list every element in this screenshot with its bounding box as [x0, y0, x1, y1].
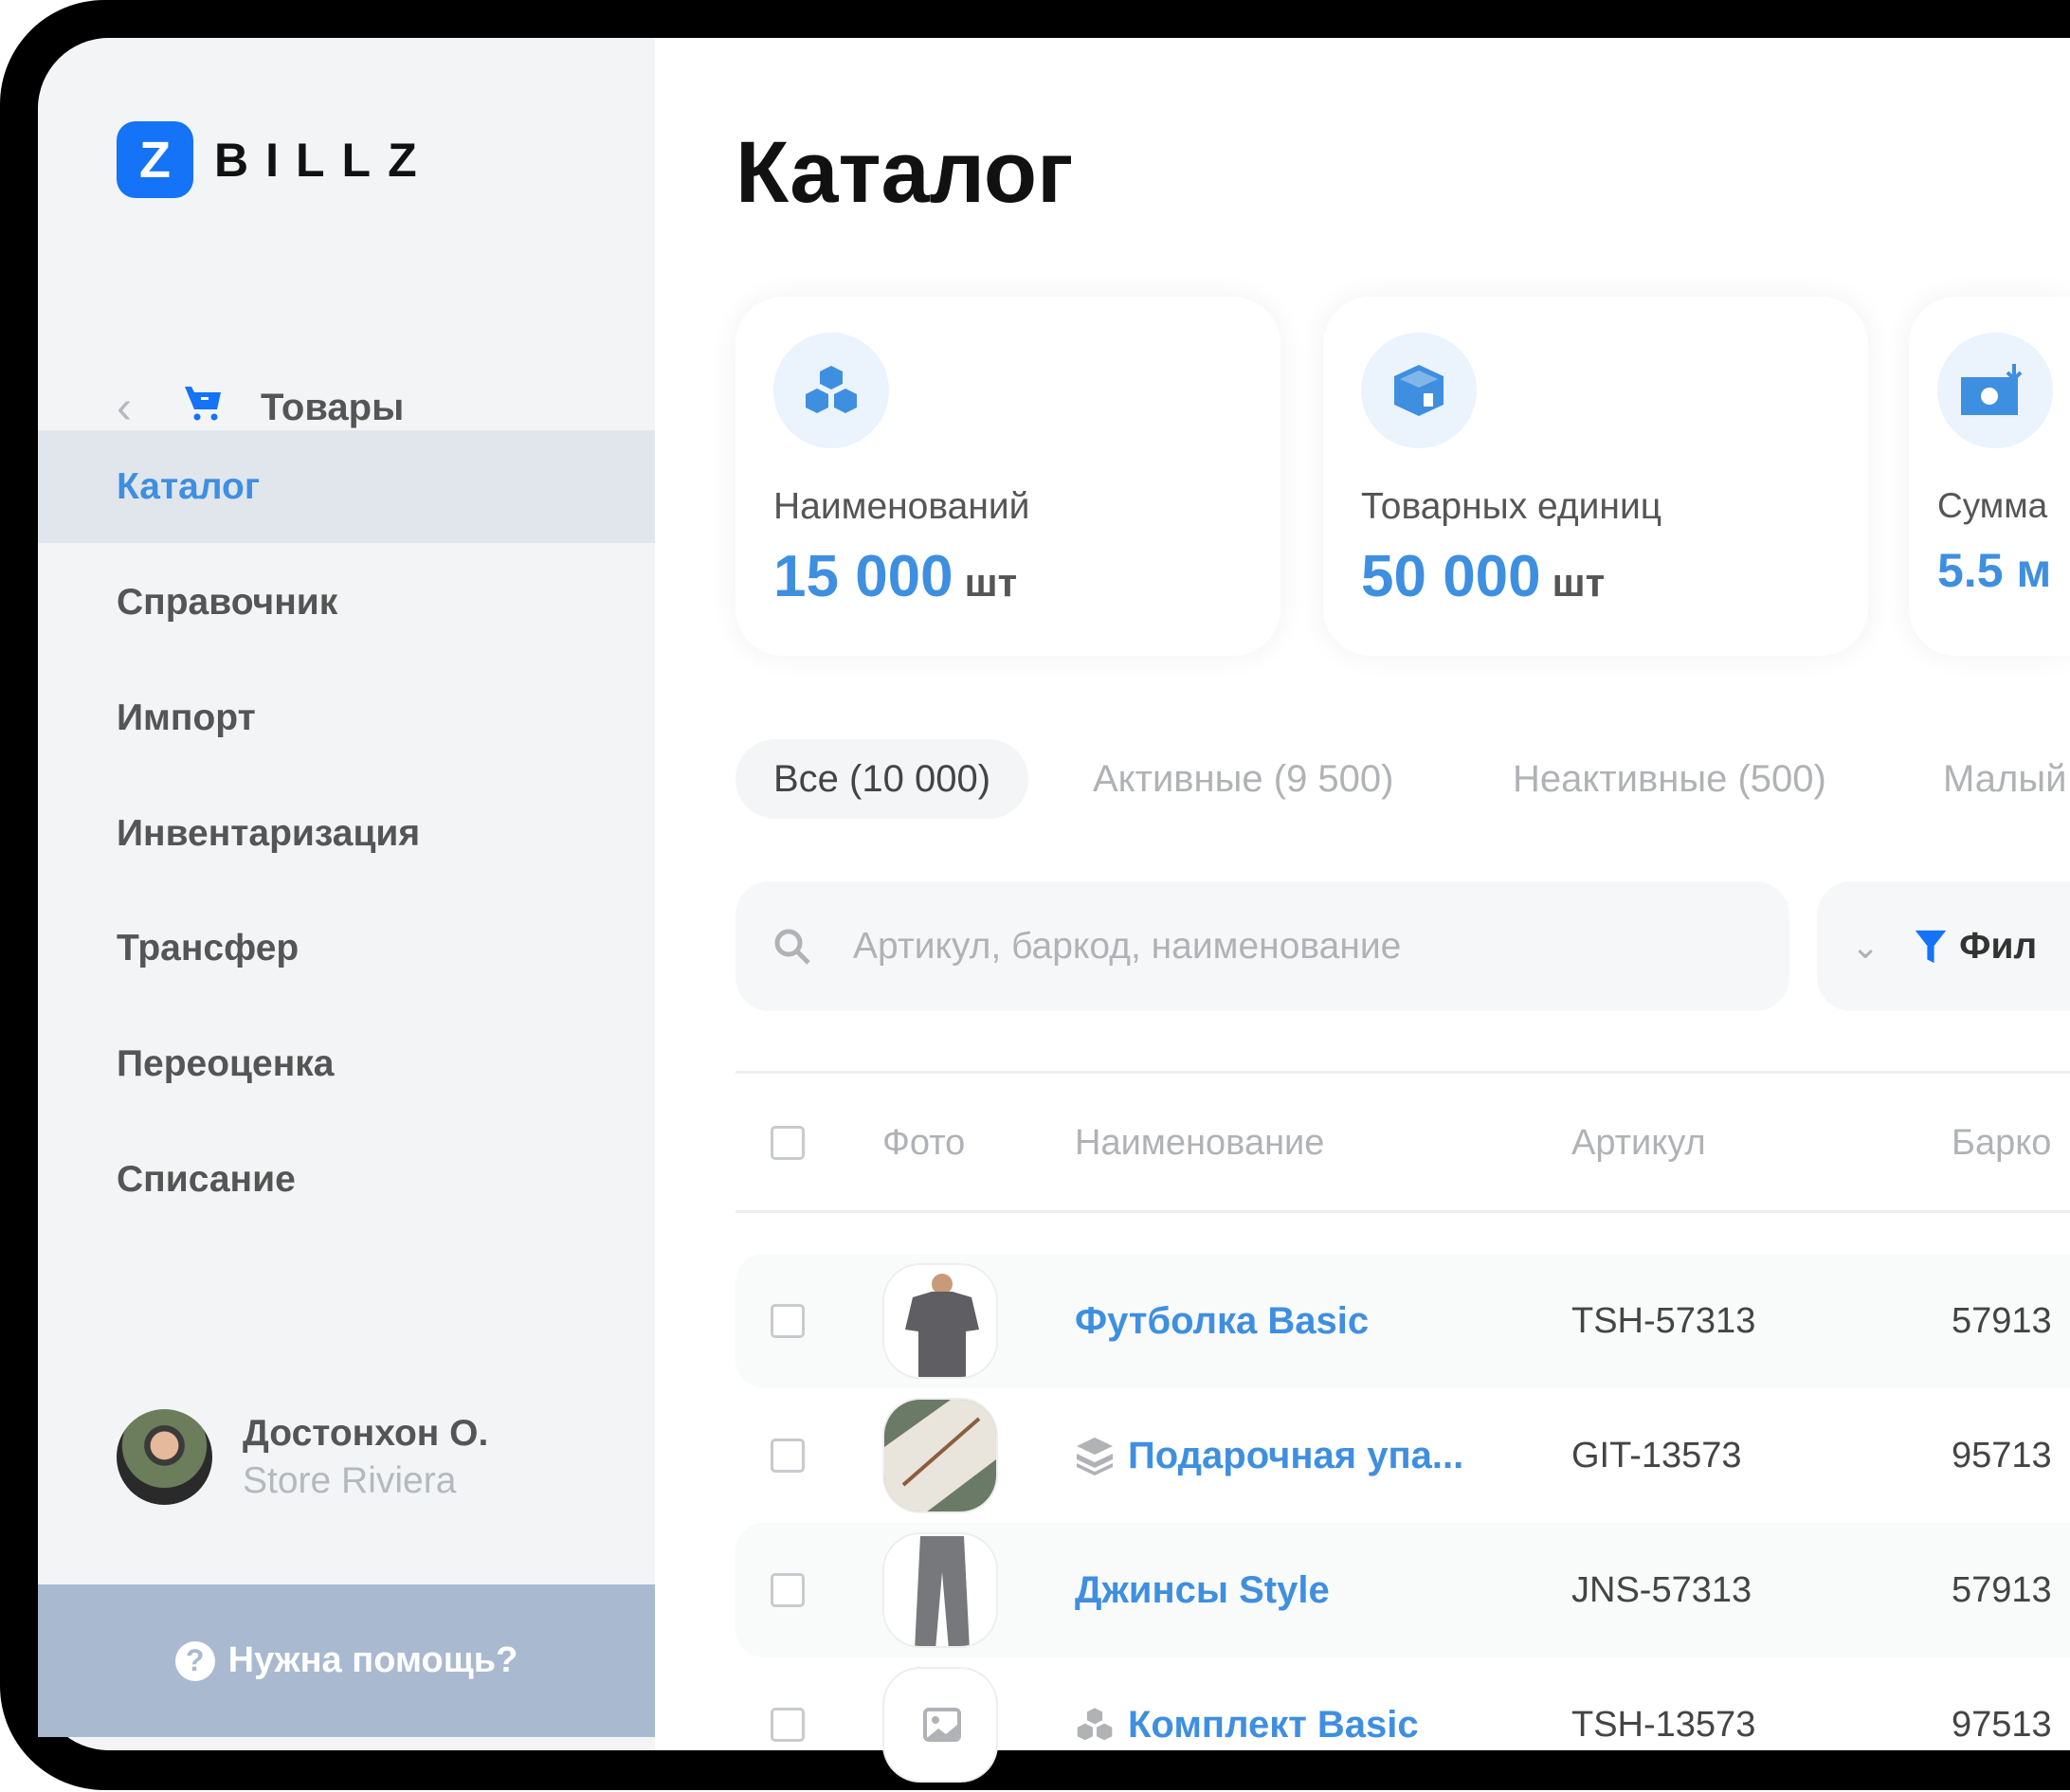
search-icon: [774, 929, 810, 965]
filter-icon: [1915, 930, 1947, 963]
tab-low[interactable]: Малый: [1943, 757, 2067, 800]
user-store: Store Riviera: [243, 1459, 457, 1501]
product-sku: TSH-13573: [1571, 1704, 1756, 1745]
divider: [735, 1210, 2070, 1213]
product-photo-jeans: [882, 1532, 998, 1648]
table-row[interactable]: Комплект Basic TSH-13573 97513: [735, 1657, 2070, 1792]
sidebar-item-repricing[interactable]: Переоценка: [117, 1042, 335, 1084]
header-name[interactable]: Наименование: [1075, 1122, 1325, 1163]
product-name-link[interactable]: Подарочная упа...: [1128, 1434, 1464, 1476]
box-icon: [1361, 333, 1477, 448]
search-input[interactable]: [853, 925, 1706, 968]
product-barcode: 57913: [1952, 1300, 2052, 1341]
filter-button[interactable]: ⌄ Фил: [1817, 881, 2070, 1011]
product-sku: TSH-57313: [1571, 1300, 1756, 1341]
header-sku[interactable]: Артикул: [1571, 1122, 1706, 1163]
cubes-icon: [1077, 1708, 1113, 1741]
help-button[interactable]: ? Нужна помощь?: [38, 1584, 655, 1737]
row-checkbox[interactable]: [771, 1304, 805, 1338]
tab-all[interactable]: Все (10 000): [735, 739, 1029, 819]
row-checkbox[interactable]: [771, 1708, 805, 1742]
stat-label: Товарных единиц: [1361, 486, 1662, 527]
section-header[interactable]: ‹ Товары: [117, 374, 404, 441]
divider: [735, 1071, 2070, 1074]
table-header: Фото Наименование Артикул Барко: [735, 1076, 2070, 1210]
product-name-link[interactable]: Футболка Basic: [1075, 1299, 1370, 1342]
help-label: Нужна помощь?: [227, 1640, 518, 1680]
question-icon: ?: [174, 1640, 215, 1681]
sidebar-item-transfer[interactable]: Трансфер: [117, 927, 300, 968]
search-box[interactable]: [735, 881, 1789, 1011]
stat-value: 5.5 м: [1937, 544, 2052, 597]
stat-label: Наименований: [773, 486, 1030, 527]
product-sku: JNS-57313: [1571, 1569, 1752, 1610]
sidebar-item-catalog[interactable]: Каталог: [38, 430, 655, 543]
money-icon: [1937, 333, 2053, 448]
product-photo-tshirt: [882, 1263, 998, 1379]
header-photo: Фото: [882, 1122, 966, 1163]
sidebar: Z BILLZ ‹ Товары Каталог Справочник Импо…: [38, 38, 655, 1750]
logo-text: BILLZ: [214, 133, 434, 187]
layers-icon: [1077, 1438, 1113, 1475]
sidebar-item-inventory[interactable]: Инвентаризация: [117, 812, 421, 854]
stat-unit: шт: [1552, 560, 1606, 605]
chevron-down-icon[interactable]: ⌄: [1851, 926, 1880, 966]
row-checkbox[interactable]: [771, 1439, 805, 1473]
tab-inactive[interactable]: Неактивные (500): [1513, 757, 1826, 800]
product-barcode: 97513: [1952, 1704, 2052, 1745]
stat-card-sum: Сумма 5.5 м: [1909, 297, 2070, 656]
avatar: [117, 1409, 212, 1505]
product-sku: GIT-13573: [1571, 1435, 1742, 1475]
tab-active[interactable]: Активные (9 500): [1093, 757, 1394, 800]
table-row[interactable]: Подарочная упа... GIT-13573 95713: [735, 1388, 2070, 1523]
stat-card-items: Наименований 15 000 шт: [735, 297, 1280, 656]
chevron-left-icon[interactable]: ‹: [117, 382, 132, 433]
header-barcode[interactable]: Барко: [1952, 1122, 2052, 1163]
stat-unit: шт: [964, 560, 1018, 605]
product-name-link[interactable]: Комплект Basic: [1128, 1703, 1419, 1746]
stat-value: 50 000: [1361, 544, 1541, 609]
sidebar-item-reference[interactable]: Справочник: [117, 581, 338, 623]
sidebar-item-writeoff[interactable]: Списание: [117, 1158, 296, 1200]
cart-icon: [183, 384, 261, 432]
page-title: Каталог: [735, 124, 1074, 221]
user-name: Достонхон О.: [243, 1412, 489, 1454]
product-barcode: 95713: [1952, 1435, 2052, 1475]
stat-label: Сумма: [1937, 486, 2048, 525]
select-all-checkbox[interactable]: [771, 1126, 805, 1160]
section-label: Товары: [261, 386, 405, 428]
main-content: Каталог Наименований 15 000 шт Товарных е…: [655, 38, 2070, 1783]
app-window: Z BILLZ ‹ Товары Каталог Справочник Импо…: [38, 38, 2070, 1783]
image-placeholder-icon: [882, 1667, 998, 1783]
stat-card-units: Товарных единиц 50 000 шт: [1323, 297, 1868, 656]
stat-value: 15 000: [773, 544, 953, 609]
table-row[interactable]: Футболка Basic TSH-57313 57913: [735, 1254, 2070, 1388]
cubes-icon: [773, 333, 889, 448]
row-checkbox[interactable]: [771, 1573, 805, 1607]
sidebar-item-import[interactable]: Импорт: [117, 697, 256, 738]
logo[interactable]: Z BILLZ: [117, 121, 434, 198]
product-photo-gift: [882, 1398, 998, 1513]
filter-label: Фил: [1959, 925, 2038, 967]
product-name-link[interactable]: Джинсы Style: [1075, 1568, 1330, 1611]
logo-mark: Z: [117, 121, 193, 198]
table-row[interactable]: Джинсы Style JNS-57313 57913: [735, 1523, 2070, 1657]
user-profile[interactable]: Достонхон О. Store Riviera: [117, 1409, 488, 1505]
product-barcode: 57913: [1952, 1569, 2052, 1610]
